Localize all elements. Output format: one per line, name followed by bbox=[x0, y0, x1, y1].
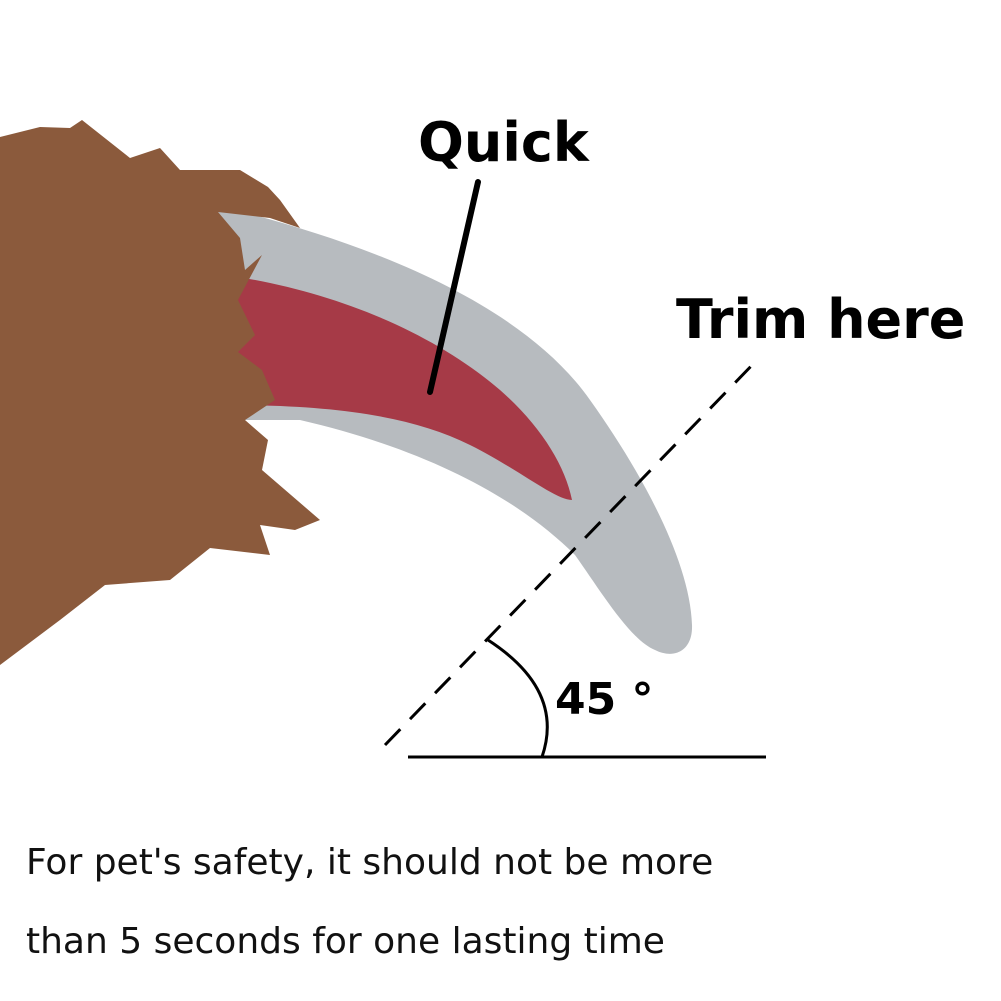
angle-label: 45 ° bbox=[555, 674, 654, 725]
quick-label: Quick bbox=[418, 111, 590, 174]
quick-shape bbox=[225, 275, 572, 500]
trim-dashed-line bbox=[383, 358, 759, 747]
fur-shape bbox=[0, 120, 320, 665]
angle-arc bbox=[487, 638, 549, 758]
quick-pointer-line bbox=[427, 179, 481, 395]
caption-line-1: For pet's safety, it should not be more bbox=[26, 842, 714, 883]
caption-line-2: than 5 seconds for one lasting time bbox=[26, 921, 665, 962]
trim-here-label: Trim here bbox=[676, 288, 965, 351]
